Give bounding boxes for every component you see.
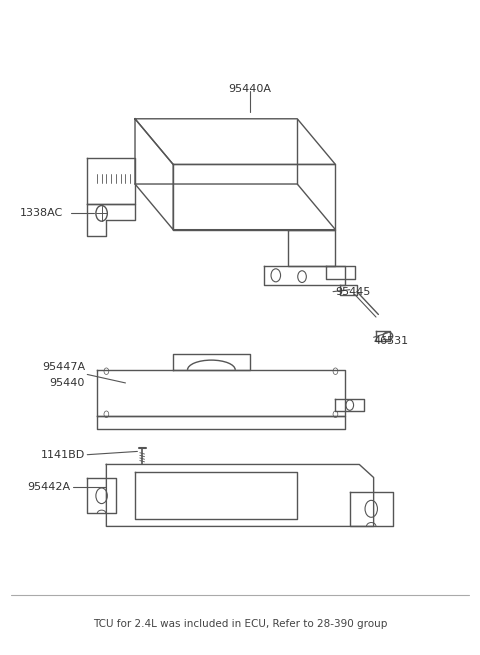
Text: 95442A: 95442A [27, 482, 71, 493]
Text: 1338AC: 1338AC [20, 208, 63, 218]
Text: 46531: 46531 [373, 335, 409, 346]
Text: 95445: 95445 [336, 287, 371, 297]
Text: 1141BD: 1141BD [41, 450, 85, 460]
Text: 95440A: 95440A [228, 84, 271, 94]
Text: 95447A: 95447A [42, 362, 85, 371]
Text: TCU for 2.4L was included in ECU, Refer to 28-390 group: TCU for 2.4L was included in ECU, Refer … [93, 619, 387, 629]
Text: 95440: 95440 [49, 378, 85, 388]
